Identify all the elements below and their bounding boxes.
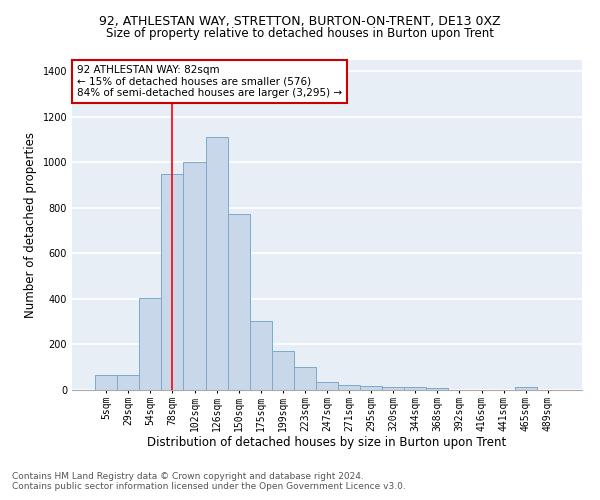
Bar	[360, 386, 382, 390]
Bar	[139, 298, 161, 390]
Bar	[404, 388, 427, 390]
Bar	[206, 138, 227, 390]
Text: Contains public sector information licensed under the Open Government Licence v3: Contains public sector information licen…	[12, 482, 406, 491]
Bar	[184, 162, 206, 390]
Text: Size of property relative to detached houses in Burton upon Trent: Size of property relative to detached ho…	[106, 28, 494, 40]
Bar	[338, 386, 360, 390]
Bar	[250, 320, 272, 390]
Bar	[382, 386, 404, 390]
Bar	[427, 388, 448, 390]
Text: 92 ATHLESTAN WAY: 82sqm
← 15% of detached houses are smaller (576)
84% of semi-d: 92 ATHLESTAN WAY: 82sqm ← 15% of detache…	[77, 65, 342, 98]
Bar	[227, 214, 250, 390]
Bar	[95, 375, 117, 390]
Y-axis label: Number of detached properties: Number of detached properties	[24, 132, 37, 318]
Bar	[316, 382, 338, 390]
Bar	[161, 174, 184, 390]
Bar	[272, 352, 294, 390]
Bar	[294, 367, 316, 390]
Bar	[117, 375, 139, 390]
X-axis label: Distribution of detached houses by size in Burton upon Trent: Distribution of detached houses by size …	[148, 436, 506, 450]
Text: Contains HM Land Registry data © Crown copyright and database right 2024.: Contains HM Land Registry data © Crown c…	[12, 472, 364, 481]
Bar	[515, 388, 537, 390]
Text: 92, ATHLESTAN WAY, STRETTON, BURTON-ON-TRENT, DE13 0XZ: 92, ATHLESTAN WAY, STRETTON, BURTON-ON-T…	[99, 15, 501, 28]
